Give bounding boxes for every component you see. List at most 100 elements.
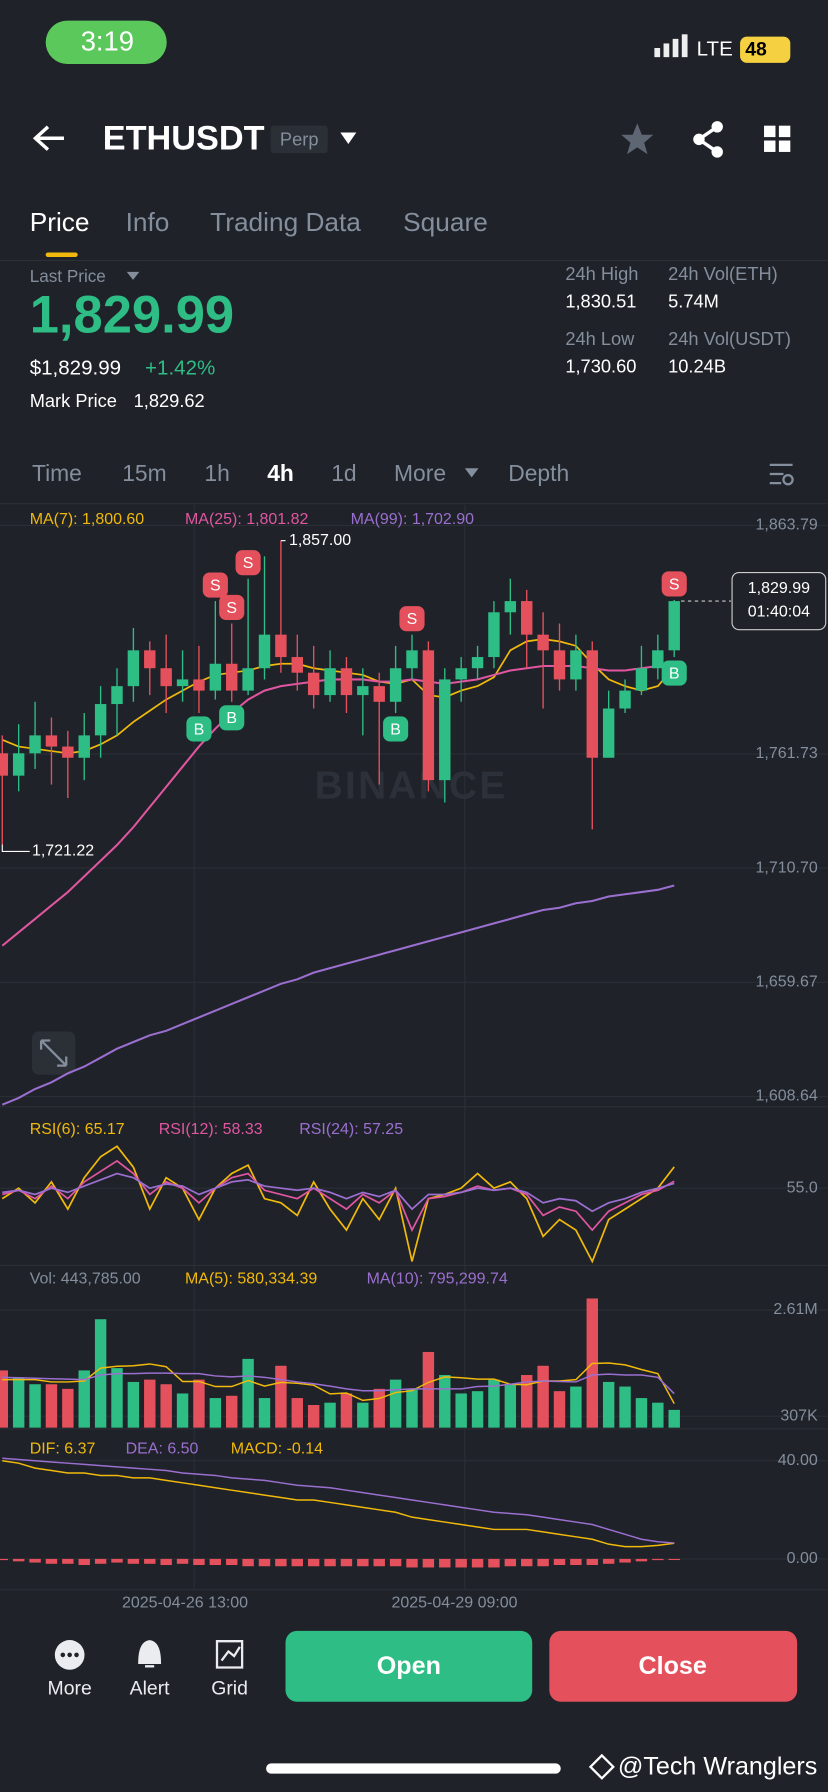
volume-bar [373,1388,385,1428]
candle-body [209,663,222,691]
high-label: 1,857.00 [289,532,351,549]
tool-label[interactable]: Grid [211,1677,248,1699]
credit-icon [588,1753,615,1780]
dropdown[interactable] [126,271,140,280]
interval[interactable]: More [394,460,446,486]
alert-icon[interactable] [138,1640,162,1668]
legend-label: MA(99): 1,702.90 [351,511,475,528]
tab[interactable]: Price [30,207,90,237]
legend-label: DIF: 6.37 [30,1441,96,1458]
close-label[interactable]: Close [638,1652,706,1680]
settings-icon[interactable] [769,463,794,486]
expand-icon [39,1039,68,1067]
close-button[interactable] [549,1630,798,1702]
y-tick-label: 40.00 [778,1452,818,1469]
dropdown[interactable] [464,468,479,478]
y-tick-label: 55.0 [787,1179,818,1196]
y-tick-label: 1,659.67 [756,974,818,991]
candle-body [635,668,648,691]
volume-bar [226,1395,238,1428]
y-tick-label: 1,863.79 [756,517,818,534]
tab[interactable]: Square [403,207,488,237]
candle-body [406,650,418,669]
price-box [731,571,827,631]
volume-bar [45,1384,58,1428]
open-label[interactable]: Open [377,1652,441,1680]
grid-icon[interactable] [215,1640,244,1669]
back-button[interactable] [32,125,64,151]
home-indicator [266,1763,561,1774]
candle-body [602,708,615,758]
mark-label: Mark Price [30,390,117,411]
volume-bar [307,1404,320,1428]
trade-marker [202,572,228,598]
tab[interactable]: Trading Data [210,207,361,237]
stat-value: 1,830.51 [565,291,636,312]
candle-body [439,679,451,781]
macd-bar [357,1558,369,1567]
candle-body [324,668,336,696]
candle-body [652,650,664,669]
candle-body [619,690,631,709]
candle-body [242,668,254,691]
volume-bar [570,1386,582,1428]
candle-body [504,601,517,613]
tool-label[interactable]: Alert [130,1677,171,1699]
macd-bar [602,1558,615,1564]
open-button[interactable] [285,1630,533,1702]
volume-bar [324,1402,336,1428]
interval[interactable]: 15m [122,460,166,486]
trade-marker [219,705,245,731]
usd-price: $1,829.99 [30,356,121,379]
symbol[interactable]: ETHUSDT [103,120,265,158]
trade-marker-label: B [226,710,237,727]
macd-bar [668,1558,680,1561]
y-tick-label: 307K [780,1407,818,1424]
trade-marker [235,550,261,576]
ma-line [1,638,675,755]
tab[interactable]: Info [126,207,170,237]
macd-bar [160,1558,172,1566]
symbol-dropdown[interactable] [340,132,357,144]
candle-body [144,650,156,669]
interval[interactable]: 1d [331,460,356,486]
candle-body [275,634,287,658]
candle-body [12,753,25,776]
favorite-icon[interactable] [621,123,654,155]
ma-line [2,1159,675,1233]
volume-bar [340,1393,353,1428]
interval[interactable]: 4h [267,460,294,486]
volume-bar [389,1379,402,1428]
interval[interactable]: 1h [204,460,229,486]
more-icon[interactable] [54,1640,85,1670]
macd-bar [258,1558,271,1567]
macd-bar [553,1558,566,1566]
stat-value: 10.24B [668,356,726,377]
interval[interactable]: Depth [508,460,569,486]
macd-bar [209,1558,222,1566]
macd-bar [439,1558,451,1568]
macd-bar [29,1558,41,1563]
interval[interactable]: Time [32,460,82,486]
network: LTE [697,38,733,61]
macd-bar [635,1558,648,1562]
volume-bar [160,1384,172,1428]
volume-bar [275,1365,287,1428]
candle-body [62,746,74,758]
share-icon[interactable] [693,121,723,158]
layout-icon[interactable] [764,125,791,152]
macd-bar [488,1558,500,1568]
tab-indicator [45,252,78,258]
stat-label: 24h Vol(USDT) [668,328,791,349]
tool-label[interactable]: More [48,1677,92,1699]
volume-bar [422,1351,435,1428]
volume-bar [602,1381,615,1428]
candle-body [193,679,205,691]
x-tick-label: 2025-04-26 13:00 [122,1595,248,1612]
candle-body [537,634,549,651]
y-tick-label: 1,710.70 [756,859,818,876]
macd-bar [307,1558,320,1567]
